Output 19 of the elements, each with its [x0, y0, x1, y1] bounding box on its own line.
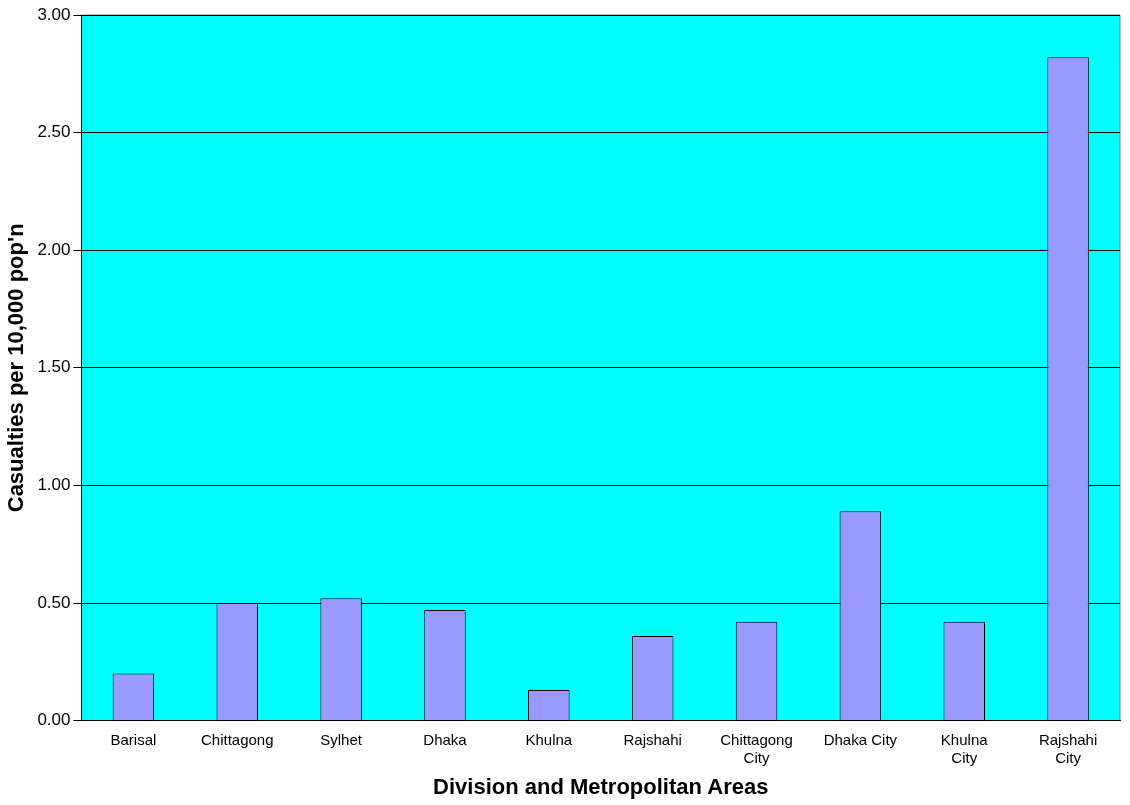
- x-tick-label: Khulna: [525, 730, 573, 748]
- x-tick-label: Rajshahi City: [1038, 730, 1098, 766]
- y-tick-label: 1.50: [37, 357, 71, 377]
- x-axis-title: Division and Metropolitan Areas: [433, 773, 769, 799]
- x-tick-label: Sylhet: [320, 730, 363, 748]
- y-tick-label: 2.50: [37, 122, 71, 142]
- x-tick-label: Chittagong: [200, 730, 274, 748]
- x-tick-label: Khulna City: [940, 730, 989, 766]
- x-tick-label: Chittagong City: [720, 730, 793, 766]
- x-tick-label: Dhaka City: [823, 730, 898, 748]
- y-tick-label: 0.00: [37, 710, 71, 730]
- y-tick-label: 3.00: [37, 4, 71, 24]
- x-tick-label: Rajshahi: [623, 730, 682, 748]
- y-tick-label: 2.00: [37, 239, 71, 259]
- x-tick-label: Barisal: [110, 730, 157, 748]
- y-tick-label: 1.00: [37, 475, 71, 495]
- x-tick-label: Dhaka: [423, 730, 468, 748]
- y-axis-title: Casualties per 10,000 pop'n: [3, 223, 29, 513]
- y-tick-label: 0.50: [37, 592, 71, 612]
